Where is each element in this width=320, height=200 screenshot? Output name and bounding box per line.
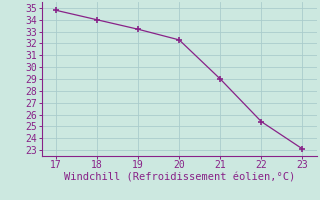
X-axis label: Windchill (Refroidissement éolien,°C): Windchill (Refroidissement éolien,°C) <box>64 173 295 183</box>
